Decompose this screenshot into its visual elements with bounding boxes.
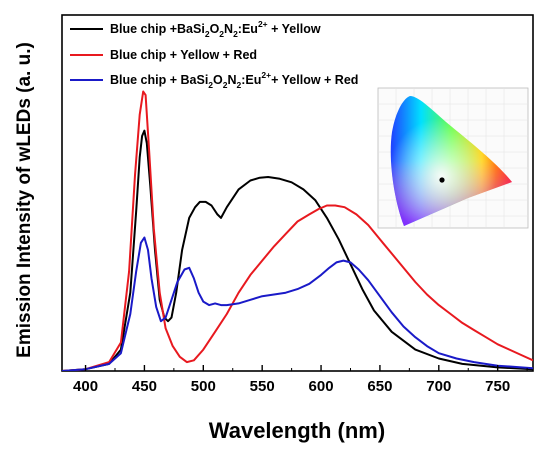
series-line-1: [62, 129, 533, 371]
series-line-2: [62, 90, 533, 371]
x-tick-label: 450: [132, 378, 157, 395]
legend: Blue chip +BaSi2O2N2:Eu2+ + Yellow Blue c…: [70, 19, 358, 90]
x-tick-label: 700: [426, 378, 451, 395]
cie-inset: [377, 87, 529, 229]
x-tick-label: 600: [309, 378, 334, 395]
x-tick-label: 400: [73, 378, 98, 395]
cie-color-point: [439, 177, 445, 183]
x-tick-label: 500: [191, 378, 216, 395]
series-group: [62, 90, 533, 371]
plot-frame: [61, 14, 534, 372]
y-axis-label: Emission Intensity of wLEDs (a. u.): [14, 42, 35, 358]
x-tick-label: 550: [250, 378, 275, 395]
series-line-3: [62, 236, 533, 371]
legend-label: Blue chip + BaSi2O2N2:Eu2++ Yellow + Red: [110, 70, 358, 90]
x-axis-ticks: 400 450 500 550 600 650 700 750: [73, 365, 528, 395]
x-axis-label: Wavelength (nm): [209, 418, 385, 443]
x-tick-label: 650: [367, 378, 392, 395]
legend-label: Blue chip +BaSi2O2N2:Eu2+ + Yellow: [110, 19, 321, 39]
legend-label: Blue chip + Yellow + Red: [110, 48, 257, 62]
x-tick-label: 750: [485, 378, 510, 395]
